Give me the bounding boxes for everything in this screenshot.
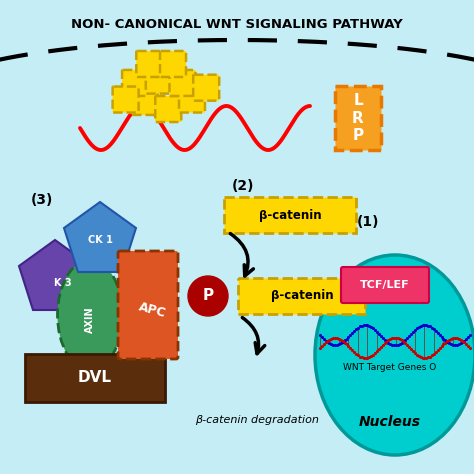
Ellipse shape <box>315 255 474 455</box>
Text: (3): (3) <box>31 193 53 207</box>
Polygon shape <box>19 240 91 310</box>
Text: (2): (2) <box>232 179 254 193</box>
FancyBboxPatch shape <box>160 51 186 77</box>
Text: CK 1: CK 1 <box>88 235 112 245</box>
FancyBboxPatch shape <box>146 68 172 93</box>
FancyBboxPatch shape <box>137 51 162 77</box>
FancyBboxPatch shape <box>122 70 148 96</box>
Text: β-catenin: β-catenin <box>259 209 321 221</box>
FancyBboxPatch shape <box>155 96 181 122</box>
Polygon shape <box>64 202 136 272</box>
FancyBboxPatch shape <box>224 197 356 233</box>
Ellipse shape <box>57 260 122 370</box>
Text: β-catenin: β-catenin <box>271 290 333 302</box>
Text: TCF/LEF: TCF/LEF <box>360 280 410 290</box>
Circle shape <box>188 276 228 316</box>
FancyBboxPatch shape <box>25 354 165 402</box>
FancyBboxPatch shape <box>193 75 219 100</box>
FancyBboxPatch shape <box>238 278 365 314</box>
FancyBboxPatch shape <box>335 86 381 150</box>
Text: Nucleus: Nucleus <box>359 415 421 429</box>
Text: L: L <box>353 92 363 108</box>
Text: (1): (1) <box>357 215 379 229</box>
FancyBboxPatch shape <box>341 267 429 303</box>
FancyBboxPatch shape <box>179 87 205 112</box>
Text: Fzd: Fzd <box>163 53 187 67</box>
Text: AXIN: AXIN <box>85 307 95 333</box>
Text: APC: APC <box>137 300 167 320</box>
FancyBboxPatch shape <box>113 87 138 112</box>
Text: P: P <box>353 128 364 144</box>
Text: P: P <box>202 289 214 303</box>
Text: β-catenin degradation: β-catenin degradation <box>195 415 319 425</box>
FancyBboxPatch shape <box>118 251 178 359</box>
Text: WNT Target Genes O: WNT Target Genes O <box>343 364 437 373</box>
FancyBboxPatch shape <box>132 89 157 115</box>
Text: R: R <box>352 110 364 126</box>
Text: NON- CANONICAL WNT SIGNALING PATHWAY: NON- CANONICAL WNT SIGNALING PATHWAY <box>71 18 403 31</box>
Text: K 3: K 3 <box>54 278 72 288</box>
Text: DVL: DVL <box>78 371 112 385</box>
FancyBboxPatch shape <box>170 70 195 96</box>
